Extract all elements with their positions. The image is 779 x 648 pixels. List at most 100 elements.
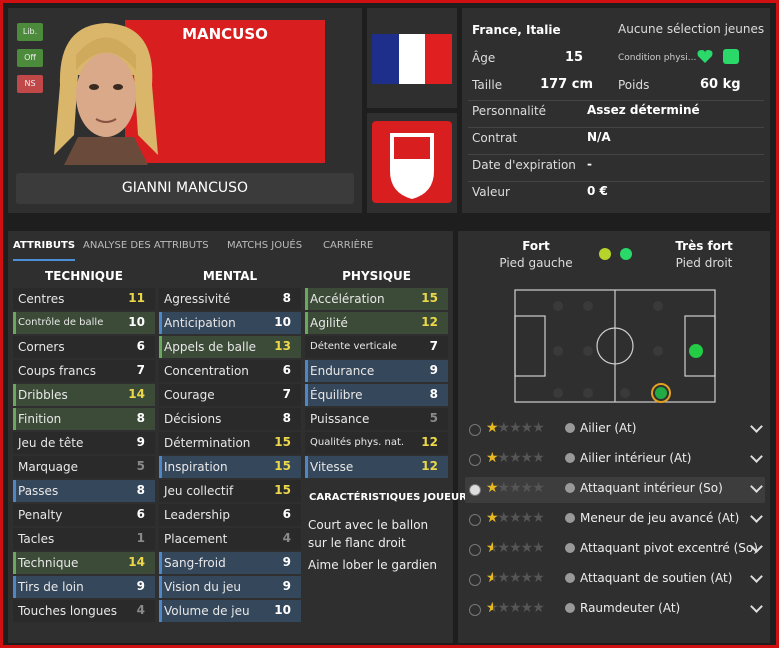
row-stripe	[305, 456, 308, 478]
attribute-name: Accélération	[310, 292, 385, 306]
positions-panel	[458, 231, 770, 643]
info-icon[interactable]	[565, 483, 575, 493]
tab[interactable]: ATTRIBUTS	[13, 240, 76, 251]
row-stripe	[305, 384, 308, 406]
row-separator	[468, 154, 764, 155]
attribute-name: Passes	[18, 484, 59, 498]
attribute-row	[305, 360, 448, 382]
attribute-name: Détente verticale	[310, 341, 397, 352]
info-icon[interactable]	[565, 543, 575, 553]
attribute-value: 10	[274, 603, 291, 617]
attribute-value: 9	[282, 579, 291, 593]
attribute-name: Centres	[18, 292, 65, 306]
attribute-name: Contrôle de balle	[18, 317, 104, 328]
attribute-value: 11	[128, 291, 145, 305]
row-stripe	[305, 360, 308, 382]
attribute-value: 1	[136, 531, 145, 545]
tab[interactable]: CARRIÈRE	[323, 240, 374, 251]
radio[interactable]	[469, 544, 481, 556]
info-icon[interactable]	[565, 513, 575, 523]
row-stripe	[13, 552, 16, 574]
attribute-name: Volume de jeu	[164, 604, 250, 618]
radio[interactable]	[469, 424, 481, 436]
attribute-name: Qualités phys. nat.	[310, 437, 405, 448]
star-rating: ★★★★★★★★★★	[486, 570, 545, 586]
row-separator	[468, 100, 764, 101]
position-name[interactable]: Meneur de jeu avancé (At)	[580, 511, 740, 525]
row-separator	[468, 181, 764, 182]
foot-label: Pied gauche	[499, 256, 573, 270]
attribute-row	[159, 360, 301, 382]
info-icon[interactable]	[565, 453, 575, 463]
row-stripe	[159, 576, 162, 598]
status-badge[interactable]: Off	[17, 49, 43, 67]
row-stripe	[159, 336, 162, 358]
info-icon[interactable]	[565, 573, 575, 583]
attribute-name: Détermination	[164, 436, 251, 450]
attribute-row	[305, 336, 448, 358]
attribute-row	[13, 312, 155, 334]
status-badge[interactable]: NS	[17, 75, 43, 93]
info-label: Valeur	[472, 185, 510, 199]
attribute-value: 12	[421, 435, 438, 449]
position-name[interactable]: Attaquant pivot excentré (So)	[580, 541, 758, 555]
attribute-row	[305, 288, 448, 310]
attribute-name: Touches longues	[18, 604, 118, 618]
info-icon[interactable]	[565, 603, 575, 613]
attribute-row	[13, 384, 155, 406]
attribute-row	[159, 576, 301, 598]
attribute-name: Agilité	[310, 316, 348, 330]
position-name[interactable]: Raumdeuter (At)	[580, 601, 681, 615]
attribute-name: Courage	[164, 388, 215, 402]
attribute-value: 8	[136, 483, 145, 497]
attribute-value: 9	[136, 579, 145, 593]
trait: Aime lober le gardien	[308, 558, 438, 572]
radio[interactable]	[469, 604, 481, 616]
radio[interactable]	[469, 574, 481, 586]
attribute-row	[159, 432, 301, 454]
info-value: 0 €	[587, 184, 608, 198]
star-rating: ★★★★★★★★★★	[486, 600, 545, 616]
pitch	[514, 289, 716, 403]
info-value: Assez déterminé	[587, 103, 700, 117]
attribute-row	[159, 336, 301, 358]
attribute-row	[305, 312, 448, 334]
position-name[interactable]: Attaquant intérieur (So)	[580, 481, 723, 495]
attribute-value: 5	[429, 411, 438, 425]
attribute-name: Inspiration	[164, 460, 228, 474]
attribute-row	[13, 456, 155, 478]
position-name[interactable]: Ailier (At)	[580, 421, 637, 435]
star-rating: ★★★★★★★★★★	[486, 510, 545, 526]
attribute-name: Jeu collectif	[164, 484, 234, 498]
position-name[interactable]: Attaquant de soutien (At)	[580, 571, 733, 585]
attribute-value: 14	[128, 555, 145, 569]
star-rating: ★★★★★★★★★★	[486, 450, 545, 466]
youth-caps: Aucune sélection jeunes	[618, 22, 765, 36]
row-stripe	[159, 456, 162, 478]
tab[interactable]: MATCHS JOUÉS	[227, 240, 303, 251]
attribute-name: Concentration	[164, 364, 249, 378]
attribute-name: Finition	[18, 412, 62, 426]
attribute-value: 6	[136, 507, 145, 521]
attribute-value: 5	[136, 459, 145, 473]
info-icon[interactable]	[565, 423, 575, 433]
crest-text: F.C.R	[395, 169, 429, 183]
tab[interactable]: ANALYSE DES ATTRIBUTS	[83, 240, 209, 251]
row-stripe	[13, 384, 16, 406]
attribute-value: 7	[136, 363, 145, 377]
status-badge[interactable]: Lib.	[17, 23, 43, 41]
position-name[interactable]: Ailier intérieur (At)	[580, 451, 692, 465]
trait: Court avec le ballon sur le flanc droit	[308, 518, 429, 550]
row-stripe	[13, 312, 16, 334]
radio[interactable]	[469, 484, 481, 496]
info-label: Âge	[472, 51, 496, 65]
attribute-value: 10	[274, 315, 291, 329]
attribute-name: Leadership	[164, 508, 230, 522]
attribute-value: 9	[429, 363, 438, 377]
radio[interactable]	[469, 514, 481, 526]
radio[interactable]	[469, 454, 481, 466]
attribute-value: 6	[282, 507, 291, 521]
attribute-row	[159, 504, 301, 526]
attribute-name: Sang-froid	[164, 556, 226, 570]
attribute-name: Anticipation	[164, 316, 236, 330]
